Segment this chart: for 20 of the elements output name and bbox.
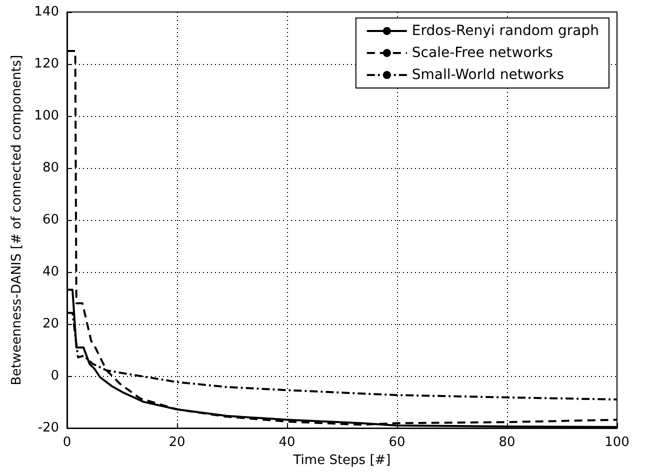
x-tick-label: 80: [498, 435, 516, 450]
x-tick-label: 100: [604, 435, 630, 450]
y-tick-label: 120: [34, 56, 59, 72]
legend-label: Erdos-Renyi random graph: [412, 23, 599, 39]
x-axis-title: Time Steps [#]: [292, 453, 391, 468]
x-tick-label: 40: [278, 435, 296, 450]
y-tick-label: 100: [34, 108, 59, 124]
y-tick-label: 60: [42, 212, 59, 228]
y-tick-label: 140: [34, 4, 59, 20]
y-tick-label: -20: [38, 420, 59, 436]
y-tick-label: 80: [42, 160, 59, 176]
x-tick-label: 20: [168, 435, 186, 450]
y-axis-title: Betweenness-DANIS [# of connected components]: [9, 54, 24, 386]
y-tick-label: 40: [42, 264, 59, 280]
x-tick-label: 60: [388, 435, 406, 450]
x-tick-label: 0: [62, 435, 72, 450]
y-tick-label: 20: [42, 316, 59, 332]
y-tick-label: 0: [50, 368, 59, 384]
legend-label: Small-World networks: [412, 67, 564, 83]
legend-label: Scale-Free networks: [412, 45, 553, 61]
